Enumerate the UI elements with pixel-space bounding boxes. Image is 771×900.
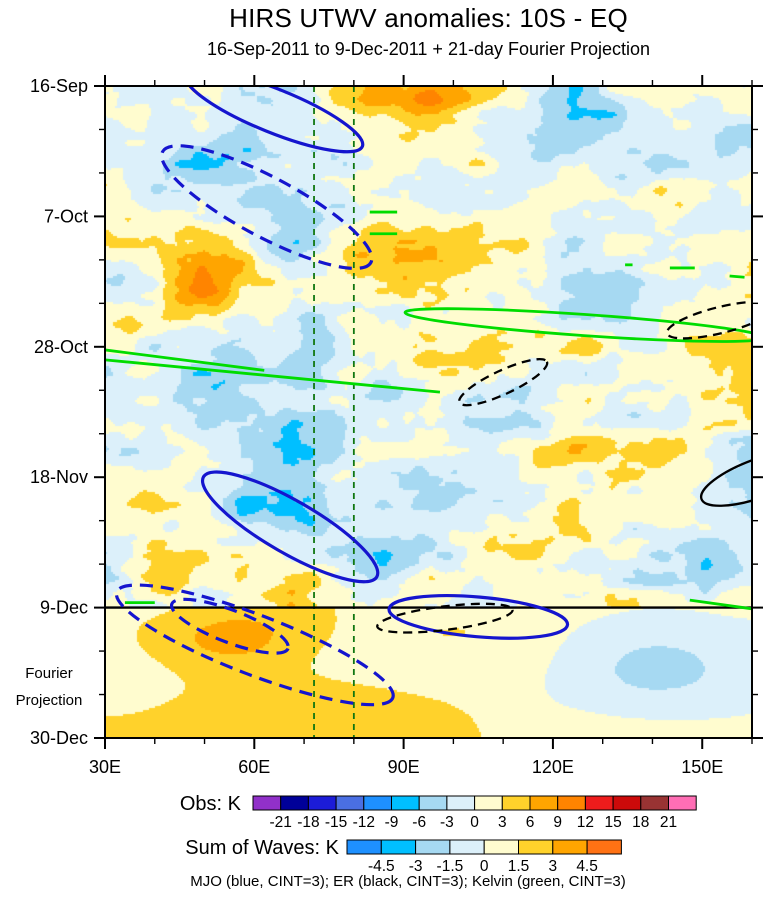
waves-colorbar-cell (483, 839, 520, 855)
waves-colorbar-cell (415, 839, 451, 855)
obs-colorbar-cell (529, 795, 559, 811)
obs-colorbar-tick-label: -15 (325, 814, 347, 831)
chart-subtitle: 16-Sep-2011 to 9-Dec-2011 + 21-day Fouri… (206, 39, 651, 59)
waves-colorbar: -4.5 -3 -1.5 0 1.5 3 4.5 (346, 839, 622, 875)
obs-colorbar-cell (307, 795, 337, 811)
chart-title: HIRS UTWV anomalies: 10S - EQ (229, 3, 628, 33)
waves-colorbar-cell (586, 839, 622, 855)
obs-colorbar-cell (391, 795, 420, 811)
obs-colorbar-tick-label: -9 (385, 814, 399, 831)
obs-colorbar-cell (612, 795, 642, 811)
obs-colorbar-tick-label: 12 (577, 814, 594, 831)
y-tick-label: 28-Oct (34, 337, 88, 357)
obs-colorbar-cell (557, 795, 586, 811)
obs-colorbar-cell (363, 795, 392, 811)
obs-colorbar-tick-label: 18 (632, 814, 649, 831)
y-tick-label: 30-Dec (30, 728, 88, 748)
x-tick-label: 60E (238, 757, 270, 777)
waves-colorbar-label: Sum of Waves: K (185, 837, 339, 859)
obs-colorbar-tick-label: -6 (412, 814, 426, 831)
obs-colorbar-tick-label: -21 (269, 814, 291, 831)
wave-legend-text: MJO (blue, CINT=3); ER (black, CINT=3); … (190, 873, 626, 890)
waves-colorbar-cell (518, 839, 554, 855)
y-tick-label: 7-Oct (44, 206, 88, 226)
obs-colorbar-cell (335, 795, 365, 811)
obs-colorbar-tick-label: 0 (470, 814, 479, 831)
x-tick-label: 30E (89, 757, 121, 777)
x-tick-label: 90E (388, 757, 420, 777)
waves-colorbar-cell (449, 839, 485, 855)
y-tick-label: 16-Sep (30, 76, 88, 96)
obs-colorbar-tick-label: -12 (353, 814, 375, 831)
y-tick-label: 18-Nov (30, 467, 88, 487)
obs-colorbar-cell (584, 795, 614, 811)
waves-colorbar-cell (346, 839, 382, 855)
x-tick-label: 120E (532, 757, 574, 777)
obs-colorbar-cell (474, 795, 503, 811)
obs-colorbar-tick-label: -3 (440, 814, 454, 831)
obs-colorbar-tick-label: 6 (526, 814, 535, 831)
fourier-projection-label: Fourier Projection (2, 660, 96, 714)
fourier-projection-label-line1: Fourier (25, 665, 73, 682)
waves-colorbar-cell (552, 839, 588, 855)
fourier-projection-label-line2: Projection (15, 692, 83, 709)
obs-colorbar-tick-label: 15 (604, 814, 621, 831)
obs-colorbar-cell (418, 795, 448, 811)
obs-colorbar-tick-label: 9 (553, 814, 562, 831)
obs-colorbar-label: Obs: K (179, 793, 241, 815)
obs-colorbar-cell (446, 795, 476, 811)
x-tick-label: 150E (681, 757, 723, 777)
obs-colorbar-tick-label: 21 (660, 814, 677, 831)
obs-colorbar-tick-label: -18 (297, 814, 319, 831)
obs-colorbar-cell (668, 795, 697, 811)
obs-colorbar-cell (501, 795, 531, 811)
obs-colorbar-cell (252, 795, 282, 811)
obs-colorbar: -21 -18 -15 -12 -9 -6 -3 0 3 6 9 12 15 18 21 (252, 795, 697, 831)
obs-colorbar-cell (640, 795, 669, 811)
obs-colorbar-cell (280, 795, 309, 811)
obs-colorbar-tick-label: 3 (498, 814, 507, 831)
waves-colorbar-cell (380, 839, 417, 855)
anomaly-field-canvas (105, 86, 752, 738)
y-tick-label: 9-Dec (40, 598, 88, 618)
